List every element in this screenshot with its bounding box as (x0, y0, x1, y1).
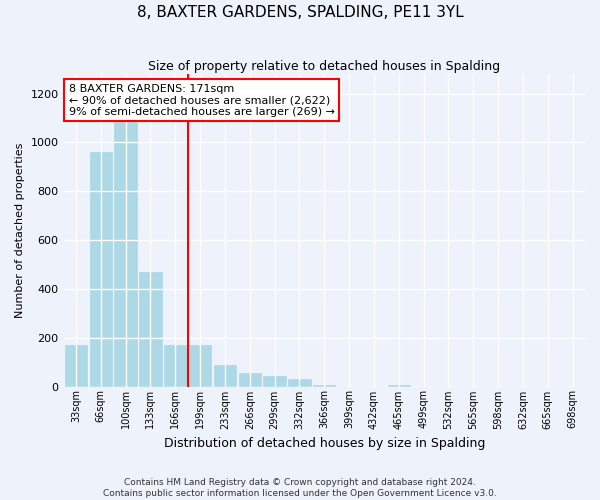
Bar (288, 379, 311, 386)
Bar (115, 94, 137, 387)
Bar (164, 345, 187, 387)
Text: 8 BAXTER GARDENS: 171sqm
← 90% of detached houses are smaller (2,622)
9% of semi: 8 BAXTER GARDENS: 171sqm ← 90% of detach… (69, 84, 335, 116)
Bar (239, 373, 261, 386)
Bar (214, 364, 236, 386)
Title: Size of property relative to detached houses in Spalding: Size of property relative to detached ho… (148, 60, 500, 73)
Y-axis label: Number of detached properties: Number of detached properties (15, 142, 25, 318)
Bar (263, 376, 286, 386)
Bar (139, 272, 161, 386)
Text: Contains HM Land Registry data © Crown copyright and database right 2024.
Contai: Contains HM Land Registry data © Crown c… (103, 478, 497, 498)
Text: 8, BAXTER GARDENS, SPALDING, PE11 3YL: 8, BAXTER GARDENS, SPALDING, PE11 3YL (137, 5, 463, 20)
Bar (89, 152, 112, 386)
X-axis label: Distribution of detached houses by size in Spalding: Distribution of detached houses by size … (164, 437, 485, 450)
Bar (65, 345, 87, 387)
Bar (189, 345, 211, 387)
